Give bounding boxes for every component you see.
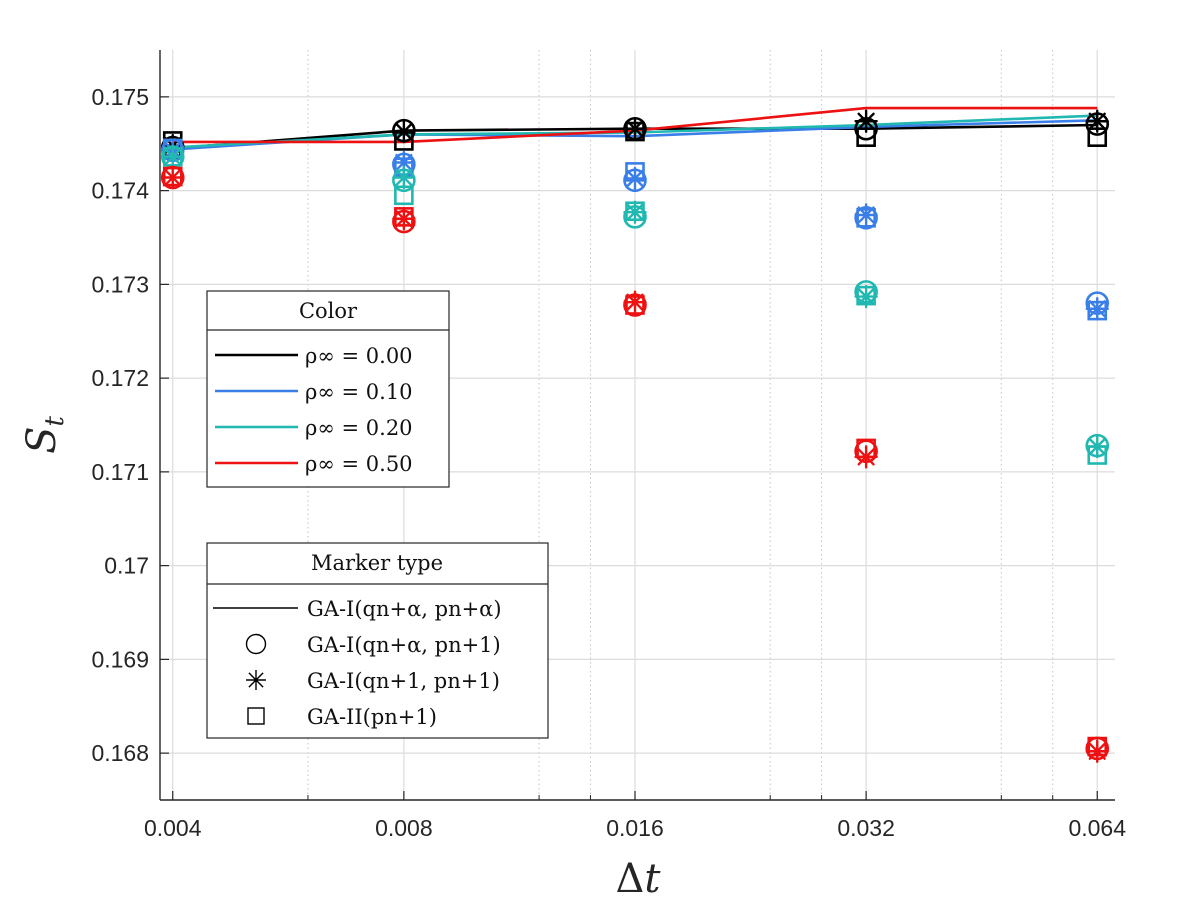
marker-asterisk-ga1-1-1 <box>1085 297 1109 321</box>
marker-legend-square-symbol <box>247 707 265 725</box>
marker-asterisk-ga1-1-1 <box>854 284 878 309</box>
marker-asterisk-ga1-1-1 <box>854 445 878 469</box>
color-legend-box <box>206 290 450 488</box>
color-legend-title: Color <box>299 299 358 323</box>
x-tick-labels: 0.004 0.008 0.016 0.032 0.064 <box>144 815 1126 841</box>
x-tick-label: 0.016 <box>606 815 664 841</box>
y-tick-label: 0.17 <box>104 553 149 579</box>
marker-legend-label: GA-II(pn+1) <box>307 705 437 729</box>
marker-asterisk-ga1-1-1 <box>854 203 878 227</box>
x-axis-title-delta: Δ <box>616 856 645 902</box>
y-tick-label: 0.172 <box>91 365 149 391</box>
x-axis-title-var: t <box>644 856 661 902</box>
y-tick-label: 0.173 <box>91 271 149 297</box>
marker-legend-entries: GA-I(qn+α, pn+α) GA-I(qn+α, pn+1) GA-I(qn+… <box>213 597 502 729</box>
marker-asterisk-ga1-1-1 <box>392 119 416 144</box>
y-axis-title-sub: t <box>40 416 70 427</box>
marker-asterisk-ga1-1-1 <box>1085 739 1109 763</box>
marker-legend-title: Marker type <box>311 551 443 575</box>
marker-asterisk-ga1-1-1 <box>854 109 878 133</box>
marker-asterisk-ga1-1-1 <box>623 166 647 191</box>
marker-asterisk-ga1-1-1 <box>392 165 416 190</box>
x-tick-label: 0.008 <box>375 815 433 841</box>
y-tick-labels: 0.168 0.169 0.17 0.171 0.172 0.173 0.174 0.175 <box>91 84 149 766</box>
x-tick-label: 0.064 <box>1068 815 1126 841</box>
marker-asterisk-ga1-1-1 <box>161 145 185 169</box>
color-legend-label: ρ∞ = 0.20 <box>305 416 413 440</box>
color-legend-entries: ρ∞ = 0.00 ρ∞ = 0.10 ρ∞ = 0.20 ρ∞ = 0.50 <box>215 344 413 476</box>
marker-asterisk-ga1-1-1 <box>623 117 647 141</box>
marker-legend-label: GA-I(qn+α, pn+1) <box>307 633 501 657</box>
marker-legend-asterisk-symbol <box>246 670 266 690</box>
marker-asterisk-ga1-1-1 <box>623 290 647 314</box>
color-legend: Color ρ∞ = 0.00ρ∞ = 0.10ρ∞ = 0.20ρ∞ = 0.… <box>206 290 450 488</box>
marker-legend-box <box>206 542 549 739</box>
axes <box>159 50 1115 801</box>
marker-asterisk-ga1-1-1 <box>1085 109 1109 133</box>
y-tick-label: 0.168 <box>91 740 149 766</box>
marker-legend-circle-symbol <box>245 633 267 655</box>
color-legend-label: ρ∞ = 0.50 <box>305 452 413 476</box>
x-tick-label: 0.032 <box>837 815 895 841</box>
marker-legend-label: GA-I(qn+α, pn+α) <box>307 597 502 621</box>
y-tick-label: 0.174 <box>91 178 149 204</box>
marker-asterisk-ga1-1-1 <box>161 165 185 190</box>
marker-legend-label: GA-I(qn+1, pn+1) <box>307 669 500 693</box>
color-legend-label: ρ∞ = 0.00 <box>305 344 413 368</box>
y-axis-title: St <box>19 416 70 454</box>
marker-asterisk-ga1-1-1 <box>623 200 647 224</box>
y-tick-label: 0.171 <box>91 459 149 485</box>
y-tick-label: 0.169 <box>91 646 149 672</box>
x-tick-label: 0.004 <box>144 815 202 841</box>
marker-asterisk-ga1-1-1 <box>392 207 416 231</box>
series-markers <box>160 109 1110 763</box>
marker-legend: Marker type GA-I(qn+α, pn+α)GA-I(qn+α, p… <box>206 542 549 739</box>
marker-asterisk-ga1-1-1 <box>1085 434 1109 459</box>
y-axis-title-base: S <box>19 427 65 454</box>
color-legend-label: ρ∞ = 0.10 <box>305 380 413 404</box>
marker-asterisk-ga1-1-1 <box>392 150 416 175</box>
y-tick-label: 0.175 <box>91 84 149 110</box>
x-axis-title: Δt <box>616 856 662 902</box>
